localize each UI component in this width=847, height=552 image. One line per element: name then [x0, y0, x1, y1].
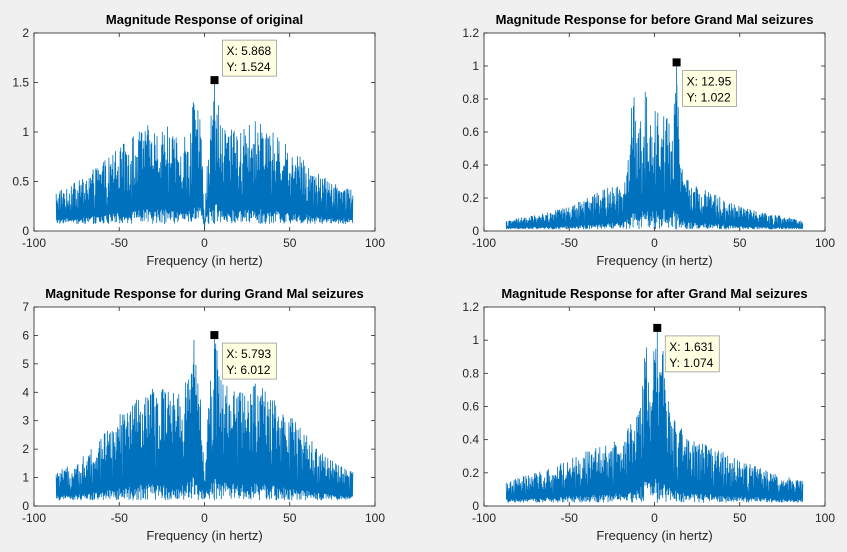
chart-4-title: Magnitude Response for after Grand Mal s… — [501, 286, 807, 301]
chart-3-xlabel: Frequency (in hertz) — [146, 528, 262, 543]
chart-2-xlabel: Frequency (in hertz) — [596, 253, 712, 268]
chart-4-series-line — [505, 327, 804, 503]
chart-2-xtick-label: 50 — [733, 236, 747, 250]
chart-3-ytick-label: 5 — [22, 357, 29, 371]
chart-3-ytick-label: 4 — [22, 385, 29, 399]
chart-2-datatip-marker[interactable] — [672, 58, 681, 67]
chart-1-ytick-label: 1 — [22, 125, 29, 139]
chart-3-ytick-label: 7 — [22, 300, 29, 314]
chart-4-ytick-label: 0.4 — [462, 433, 479, 447]
chart-3-xtick-label: -100 — [22, 511, 46, 525]
chart-4-ytick-label: 0.8 — [462, 366, 479, 380]
chart-4-ytick-label: 1.2 — [462, 300, 479, 314]
chart-1-ytick-label: 2 — [22, 26, 29, 40]
chart-1-xtick-label: -100 — [22, 236, 46, 250]
chart-3-series-line — [55, 335, 354, 501]
chart-2-ytick-label: 0 — [472, 224, 479, 238]
chart-3-ytick-label: 3 — [22, 414, 29, 428]
chart-3-ytick-label: 6 — [22, 328, 29, 342]
chart-1-ytick-label: 1.5 — [12, 76, 29, 90]
chart-4: -100 -50 0 50 100 0 0.2 0.4 0.6 0.8 1 1.2 Magnitude … — [462, 286, 835, 543]
chart-3-datatip-box[interactable] — [221, 342, 277, 380]
chart-1: -100 -50 0 50 100 0 0.5 1 1.5 2 Magnitude Response… — [12, 12, 385, 268]
chart-2-xtick-label: -50 — [561, 236, 579, 250]
chart-1-xtick-label: 0 — [201, 236, 208, 250]
chart-1-title: Magnitude Response of original — [106, 12, 303, 27]
chart-3-datatip-marker[interactable] — [210, 331, 219, 340]
chart-1-datatip-marker[interactable] — [210, 76, 219, 85]
chart-4-ytick-label: 0.6 — [462, 400, 479, 414]
chart-2-datatip-x: X: 12.95 — [687, 74, 732, 88]
chart-4-xtick-label: -50 — [561, 511, 579, 525]
chart-1-datatip-box[interactable] — [222, 39, 277, 77]
chart-2-xtick-label: -100 — [472, 236, 496, 250]
chart-1-xlabel: Frequency (in hertz) — [146, 253, 262, 268]
chart-1-ytick-label: 0 — [22, 224, 29, 238]
chart-2-ytick-label: 1 — [472, 59, 479, 73]
chart-4-xtick-label: -100 — [472, 511, 496, 525]
chart-2-xtick-label: 100 — [815, 236, 835, 250]
chart-3-ytick-label: 0 — [22, 499, 29, 513]
chart-4-datatip-x: X: 1.631 — [669, 340, 714, 354]
chart-1-datatip-x: X: 5.868 — [227, 44, 272, 58]
chart-3-datatip-x: X: 5.793 — [226, 347, 271, 361]
chart-3: -100 -50 0 50 100 0 1 2 3 4 5 6 7 Magnitude Response … — [22, 286, 385, 543]
chart-2-series-line — [505, 62, 804, 230]
chart-1-xtick-label: 100 — [365, 236, 385, 250]
chart-2: -100 -50 0 50 100 0 0.2 0.4 0.6 0.8 1 1.2 Magnitude … — [462, 12, 835, 268]
chart-4-datatip-y: Y: 1.074 — [669, 356, 713, 370]
chart-2-datatip-y: Y: 1.022 — [687, 90, 731, 104]
chart-4-xtick-label: 0 — [651, 511, 658, 525]
chart-3-ytick-label: 1 — [22, 471, 29, 485]
chart-3-datatip-y: Y: 6.012 — [226, 363, 270, 377]
chart-1-ytick-label: 0.5 — [12, 175, 29, 189]
chart-4-xtick-label: 100 — [815, 511, 835, 525]
chart-4-ytick-label: 1 — [472, 333, 479, 347]
chart-3-xtick-label: -50 — [111, 511, 129, 525]
chart-4-xlabel: Frequency (in hertz) — [596, 528, 712, 543]
chart-2-ytick-label: 0.8 — [462, 92, 479, 106]
chart-2-datatip-box[interactable] — [682, 69, 737, 107]
chart-1-xtick-label: 50 — [283, 236, 297, 250]
chart-2-ytick-label: 0.2 — [462, 191, 479, 205]
chart-4-ytick-label: 0.2 — [462, 466, 479, 480]
chart-4-xtick-label: 50 — [733, 511, 747, 525]
chart-1-datatip-y: Y: 1.524 — [227, 60, 271, 74]
chart-3-xtick-label: 100 — [365, 511, 385, 525]
chart-4-ytick-label: 0 — [472, 499, 479, 513]
chart-3-ytick-label: 2 — [22, 442, 29, 456]
chart-2-xtick-label: 0 — [651, 236, 658, 250]
chart-3-xtick-label: 50 — [283, 511, 297, 525]
chart-2-ytick-label: 1.2 — [462, 26, 479, 40]
chart-2-ytick-label: 0.6 — [462, 125, 479, 139]
chart-3-title: Magnitude Response for during Grand Mal … — [45, 286, 364, 301]
chart-1-xtick-label: -50 — [111, 236, 129, 250]
chart-3-xtick-label: 0 — [201, 511, 208, 525]
chart-4-datatip-box[interactable] — [664, 335, 720, 373]
chart-4-datatip-marker[interactable] — [653, 323, 662, 332]
chart-2-ytick-label: 0.4 — [462, 158, 479, 172]
chart-2-title: Magnitude Response for before Grand Mal … — [496, 12, 814, 27]
